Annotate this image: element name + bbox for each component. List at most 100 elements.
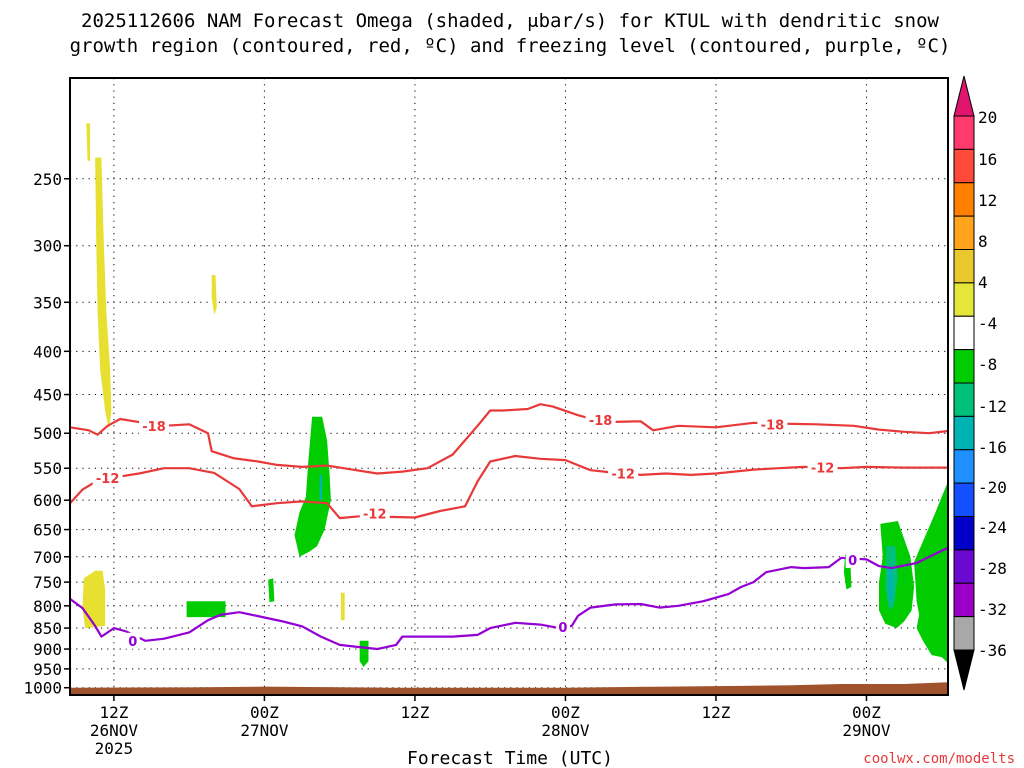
omega-region [95, 157, 112, 430]
y-tick-label: 900 [33, 640, 62, 659]
colorbar-swatch [953, 282, 975, 317]
x-tick-label: 28NOV [541, 721, 590, 740]
chart-title-line2: growth region (contoured, red, ºC) and f… [70, 35, 951, 57]
colorbar-swatch [953, 382, 975, 417]
omega-region [86, 123, 91, 161]
colorbar-label: -20 [978, 478, 1007, 497]
freezing-contour-label: 0 [558, 621, 567, 636]
y-tick-label: 750 [33, 573, 62, 592]
y-tick-label: 700 [33, 548, 62, 567]
dgz-contour-label-bg [139, 417, 170, 434]
colorbar-swatch [953, 249, 975, 284]
plot-content: -18 -12 -12 -12 -12 -18 -18 0 0 0 [70, 123, 948, 695]
dgz-contour-label-bg [757, 416, 788, 433]
omega-region [359, 640, 369, 667]
y-tick-label: 800 [33, 597, 62, 616]
dgz-contour-label: -12 [96, 472, 120, 487]
colorbar-label: 16 [978, 150, 997, 169]
dgz-contour-label-bg [807, 459, 838, 476]
colorbar-label: 20 [978, 108, 997, 127]
colorbar-label: -32 [978, 600, 1007, 619]
y-tick-label: 500 [33, 424, 62, 443]
colorbar-swatch [953, 115, 975, 150]
colorbar-label: -36 [978, 641, 1007, 660]
omega-region [82, 570, 106, 629]
colorbar-swatch [953, 516, 975, 551]
y-tick-label: 850 [33, 619, 62, 638]
y-tick-label: 350 [33, 293, 62, 312]
x-tick-label: 2025 [95, 739, 134, 758]
colorbar-label: 12 [978, 191, 997, 210]
dgz-contour-label-bg [585, 411, 616, 428]
dgz-contour-label: -18 [761, 418, 785, 433]
colorbar-swatch [953, 549, 975, 584]
dgz-contour-label: -12 [811, 462, 835, 477]
colorbar-label: -28 [978, 559, 1007, 578]
colorbar-label: -8 [978, 355, 997, 374]
colorbar-bottom-arrow [953, 649, 975, 691]
y-tick-label: 300 [33, 237, 62, 256]
colorbar-label: -4 [978, 314, 997, 333]
y-tick-label: 650 [33, 521, 62, 540]
colorbar-swatch [953, 415, 975, 451]
omega-region [319, 474, 323, 501]
x-tick-label: 12Z [400, 703, 429, 722]
y-tick-label: 950 [33, 660, 62, 679]
dgz-contour-line [70, 454, 948, 520]
y-tick-label: 250 [33, 170, 62, 189]
chart-title-line1: 2025112606 NAM Forecast Omega (shaded, μ… [81, 10, 939, 32]
freezing-contour-label-bg [555, 619, 570, 636]
colorbar: 20 16 12 8 4 -4 -8 -12 -16 -20 -24 -28 -32 -36 [953, 75, 1007, 691]
x-tick-label: 27NOV [240, 721, 289, 740]
credit-text: coolwx.com/modelts [863, 751, 1015, 767]
plot-frame [69, 77, 949, 696]
y-tick-label: 600 [33, 491, 62, 510]
freezing-contour-label: 0 [128, 635, 137, 650]
dgz-contour-label: -18 [589, 414, 613, 429]
colorbar-label: -24 [978, 518, 1007, 537]
y-tick-label: 1000 [23, 679, 62, 698]
x-tick-label: 12Z [99, 703, 128, 722]
colorbar-swatch [953, 616, 975, 651]
colorbar-swatch [953, 315, 975, 351]
freezing-contour-line [70, 546, 948, 651]
colorbar-swatch [953, 582, 975, 618]
colorbar-label: 8 [978, 232, 988, 251]
x-tick-label: 00Z [250, 703, 279, 722]
y-tick-label: 400 [33, 342, 62, 361]
omega-region [294, 416, 331, 557]
y-tick-label: 550 [33, 459, 62, 478]
x-axis-label: Forecast Time (UTC) [407, 748, 613, 768]
colorbar-top-arrow [953, 75, 975, 117]
colorbar-swatch [953, 215, 975, 250]
colorbar-swatch [953, 148, 975, 184]
colorbar-swatch [953, 349, 975, 384]
freezing-contour-label-bg [845, 551, 860, 568]
freezing-contour-label-bg [125, 632, 140, 649]
colorbar-swatch [953, 182, 975, 217]
x-tick-label: 00Z [551, 703, 580, 722]
omega-region [186, 601, 226, 618]
freezing-contour-label: 0 [848, 554, 857, 569]
dgz-contour-label: -18 [142, 420, 166, 435]
colorbar-swatch [953, 482, 975, 517]
x-tick-label: 12Z [702, 703, 731, 722]
omega-region [268, 578, 275, 603]
omega-region [340, 592, 345, 621]
y-tick-label: 450 [33, 386, 62, 405]
colorbar-swatch [953, 449, 975, 484]
omega-region [887, 567, 893, 602]
omega-region [914, 481, 948, 664]
colorbar-label: -16 [978, 438, 1007, 457]
x-tick-label: 00Z [852, 703, 881, 722]
plot-area: -18 -12 -12 -12 -12 -18 -18 0 0 0 250 300 350 400 450 5… [23, 77, 949, 758]
x-tick-label: 26NOV [90, 721, 139, 740]
terrain-fill [70, 682, 948, 695]
dgz-contour-label-bg [608, 465, 639, 482]
dgz-contour-label: -12 [611, 468, 635, 483]
dgz-contour-label: -12 [363, 507, 387, 522]
colorbar-label: 4 [978, 273, 988, 292]
x-tick-label: 29NOV [842, 721, 891, 740]
dgz-contour-label-bg [92, 470, 123, 487]
